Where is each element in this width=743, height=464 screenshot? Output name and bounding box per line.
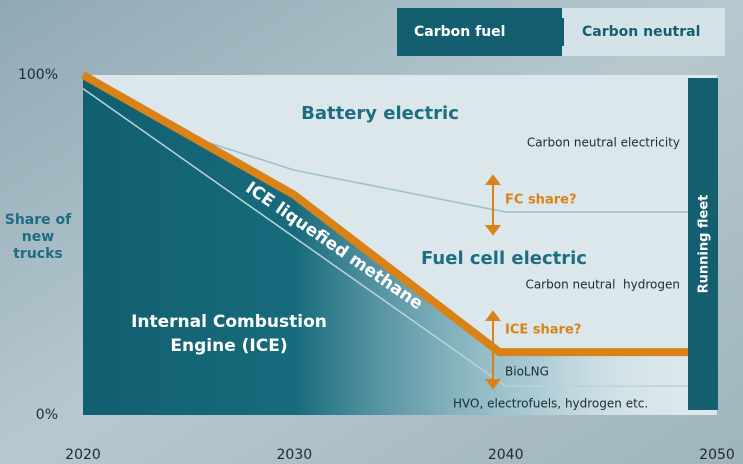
region-label: Engine (ICE): [170, 336, 287, 356]
note: HVO, electrofuels, hydrogen etc.: [453, 397, 648, 411]
tab-label[interactable]: Carbon fuel: [414, 24, 505, 40]
running-fleet-label: Running fleet: [697, 195, 712, 294]
y-axis-label: Share of new trucks: [4, 212, 72, 262]
tab[interactable]: [562, 8, 725, 56]
region-label: Battery electric: [301, 103, 459, 124]
note: Carbon neutral electricity: [527, 136, 680, 150]
line: [81, 71, 690, 357]
region-label: Internal Combustion: [131, 312, 327, 332]
arrow: [485, 174, 501, 390]
running-fleet-bar: [688, 78, 718, 410]
y-tick-label: 100%: [18, 67, 58, 83]
line: [209, 142, 690, 213]
x-tick-label: 2030: [277, 447, 313, 463]
y-tick-label: 0%: [36, 407, 58, 423]
x-tick-label: 2020: [65, 447, 101, 463]
line: [82, 87, 690, 387]
tab-label[interactable]: Carbon neutral: [582, 24, 700, 40]
annotation: ICE share?: [505, 323, 581, 338]
region-label: Fuel cell electric: [421, 248, 587, 269]
tab[interactable]: [397, 8, 562, 56]
annotation: FC share?: [505, 193, 576, 208]
area: [83, 75, 690, 415]
note: Carbon neutral hydrogen: [525, 278, 680, 292]
note: BioLNG: [505, 365, 549, 379]
x-tick-label: 2040: [488, 447, 524, 463]
x-tick-label: 2050: [699, 447, 735, 463]
